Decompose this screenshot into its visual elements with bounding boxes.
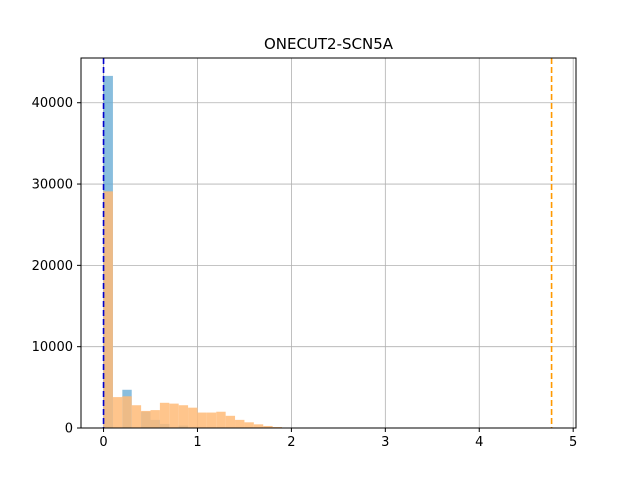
- chart-title: ONECUT2-SCN5A: [264, 35, 394, 53]
- bar-series1-13: [225, 415, 236, 428]
- bar-series1-1: [112, 397, 123, 428]
- bar-series1-6: [159, 402, 170, 428]
- reference-lines: [102, 58, 553, 428]
- x-tick-label-5: 5: [569, 435, 577, 450]
- bar-series1-10: [197, 412, 207, 428]
- bar-series1-3: [131, 405, 142, 428]
- bar-series1-17: [263, 425, 273, 428]
- y-tick-label-4: 40000: [32, 96, 73, 111]
- plot-frame: [80, 57, 577, 429]
- bar-series1-16: [253, 424, 264, 428]
- y-tick-label-1: 10000: [32, 340, 73, 355]
- histogram-bars: [103, 75, 311, 428]
- bar-series1-9: [188, 407, 198, 428]
- bar-series1-12: [216, 411, 226, 428]
- bar-series1-5: [150, 410, 160, 428]
- bar-series1-11: [206, 412, 217, 428]
- bar-series1-2: [122, 396, 132, 428]
- x-axis-ticks: 0 1 2 3 4 5: [99, 428, 577, 450]
- x-tick-label-2: 2: [287, 435, 295, 450]
- x-tick-label-4: 4: [475, 435, 483, 450]
- x-tick-label-0: 0: [99, 435, 107, 450]
- x-tick-label-3: 3: [381, 435, 389, 450]
- x-tick-label-1: 1: [193, 435, 201, 450]
- y-tick-label-0: 0: [65, 422, 73, 437]
- bar-series1-4: [141, 410, 151, 428]
- bar-series1-8: [178, 405, 189, 428]
- y-tick-label-3: 30000: [32, 178, 73, 193]
- bar-series1-14: [235, 419, 245, 428]
- y-axis-ticks: 0 10000 20000 30000 40000: [32, 96, 81, 437]
- bar-series1-0: [103, 191, 113, 428]
- bar-series1-15: [244, 422, 254, 428]
- y-tick-label-2: 20000: [32, 259, 73, 274]
- bar-series1-7: [169, 403, 179, 428]
